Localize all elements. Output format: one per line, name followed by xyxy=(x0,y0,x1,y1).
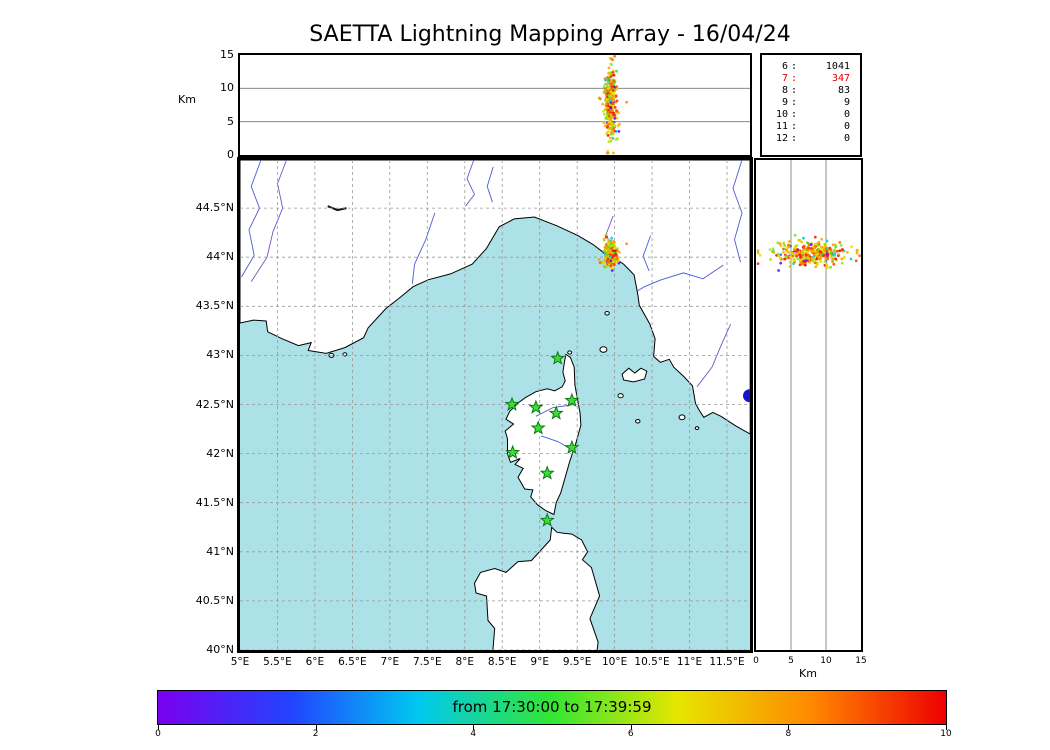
colorbar-tick xyxy=(630,725,632,730)
lon-tick-label: 11.5°E xyxy=(709,656,745,668)
altitude-axis-label-km: Km xyxy=(178,93,196,106)
station-star-marker xyxy=(528,399,544,414)
lat-tick-label: 43.5°N xyxy=(195,299,234,313)
lake-line xyxy=(327,205,347,212)
lightning-points-alt-lat xyxy=(756,233,861,272)
lat-tick-label: 43°N xyxy=(206,348,234,362)
colorbar-tick-label: 4 xyxy=(470,729,477,739)
colorbar-tick-label: 8 xyxy=(785,729,792,739)
chart-title: SAETTA Lightning Mapping Array - 16/04/2… xyxy=(309,22,791,47)
lon-tick-label: 9°E xyxy=(530,656,549,668)
colorbar-tick xyxy=(788,725,790,730)
altitude-tick-label: 5 xyxy=(227,114,234,128)
station-count-panel: 6:1041 7:347 8:83 9:9 10:0 11:0 12:0 xyxy=(760,53,862,157)
lon-tick-label: 7.5°E xyxy=(413,656,442,668)
colorbar-tick xyxy=(473,725,475,730)
lat-tick-label: 40.5°N xyxy=(195,593,234,607)
lat-tick-label: 42°N xyxy=(206,446,234,460)
map-panel xyxy=(237,157,753,653)
altitude-tick-label: 15 xyxy=(220,48,234,61)
station-star-marker xyxy=(564,392,580,407)
station-count-row: 8:83 xyxy=(781,85,850,96)
lma-stations xyxy=(504,350,580,527)
lon-tick-label: 10.5°E xyxy=(634,656,670,668)
lon-tick-label: 9.5°E xyxy=(562,656,592,668)
altitude-tick-label-right: 5 xyxy=(788,656,794,666)
landmasses xyxy=(240,160,750,650)
map-grid xyxy=(240,160,750,650)
lon-tick-label: 8°E xyxy=(455,656,475,668)
lon-tick-label: 5.5°E xyxy=(263,656,292,668)
altitude-tick-label: 10 xyxy=(220,81,234,95)
lat-tick-label: 40°N xyxy=(206,643,234,656)
coastline-corsica xyxy=(504,353,582,516)
altitude-tick-label: 0 xyxy=(227,148,234,161)
altitude-tick-label-right: 15 xyxy=(855,656,867,666)
station-count-row: 9:9 xyxy=(781,97,850,108)
station-star-marker xyxy=(548,405,564,420)
colorbar-tick xyxy=(315,725,317,730)
altitude-tick-label-right: 10 xyxy=(820,656,832,666)
lon-tick-label: 11°E xyxy=(676,656,703,668)
small-islands xyxy=(328,310,700,431)
lightning-points-alt-lon xyxy=(597,55,628,155)
lat-tick-label: 44.5°N xyxy=(195,201,234,215)
colorbar-tick-label: 10 xyxy=(940,729,952,739)
coastline-elba xyxy=(621,367,648,383)
colorbar: from 17:30:00 to 17:39:59 xyxy=(157,690,947,725)
station-count-row: 10:0 xyxy=(775,109,850,120)
station-star-marker xyxy=(530,420,546,435)
station-count-row: 11:0 xyxy=(775,121,850,132)
station-count-row: 12:0 xyxy=(775,133,850,144)
rivers xyxy=(241,160,743,452)
station-count-row: 7:347 xyxy=(781,73,850,84)
lat-tick-label: 44°N xyxy=(206,250,234,264)
lake-marker xyxy=(743,389,750,403)
station-star-marker xyxy=(505,444,521,460)
lon-tick-label: 10°E xyxy=(601,656,628,668)
lat-tick-label: 41.5°N xyxy=(195,495,234,509)
colorbar-label: from 17:30:00 to 17:39:59 xyxy=(452,698,652,716)
station-count-row: 6:1041 xyxy=(781,61,850,72)
lightning-points-map xyxy=(597,233,628,272)
altitude-axis-label-km-right: Km xyxy=(799,667,817,680)
lon-tick-label: 7°E xyxy=(380,656,400,668)
altitude-latitude-panel xyxy=(754,158,863,652)
station-star-marker xyxy=(564,439,580,455)
colorbar-tick xyxy=(946,725,947,730)
station-star-marker xyxy=(539,512,555,527)
altitude-tick-label-right: 0 xyxy=(753,656,759,666)
colorbar-tick xyxy=(158,725,159,730)
station-star-marker xyxy=(504,396,520,411)
coastline-mainland xyxy=(240,160,750,435)
altitude-longitude-panel xyxy=(238,53,752,157)
lon-tick-label: 8.5°E xyxy=(487,656,517,668)
lon-tick-label: 5°E xyxy=(230,656,250,668)
colorbar-tick-label: 6 xyxy=(627,729,634,739)
station-star-marker xyxy=(539,465,555,480)
coastline-sardinia xyxy=(473,526,601,650)
lat-tick-label: 41°N xyxy=(206,544,234,558)
colorbar-tick-label: 0 xyxy=(155,729,161,739)
station-star-marker xyxy=(550,350,566,365)
colorbar-tick-label: 2 xyxy=(312,729,319,739)
lat-tick-label: 42.5°N xyxy=(195,397,234,411)
lon-tick-label: 6°E xyxy=(305,656,325,668)
lon-tick-label: 6.5°E xyxy=(338,656,367,668)
